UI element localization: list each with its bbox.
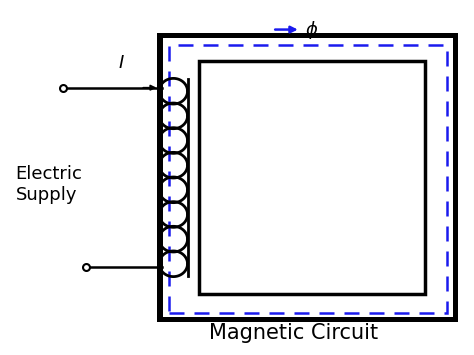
Text: Electric
Supply: Electric Supply — [16, 165, 82, 204]
Text: Magnetic Circuit: Magnetic Circuit — [209, 323, 378, 343]
Text: ϕ: ϕ — [305, 21, 317, 39]
Text: I: I — [119, 54, 124, 72]
Bar — [157, 33, 458, 322]
Bar — [169, 45, 447, 313]
Bar — [199, 61, 426, 294]
Bar — [163, 38, 453, 317]
